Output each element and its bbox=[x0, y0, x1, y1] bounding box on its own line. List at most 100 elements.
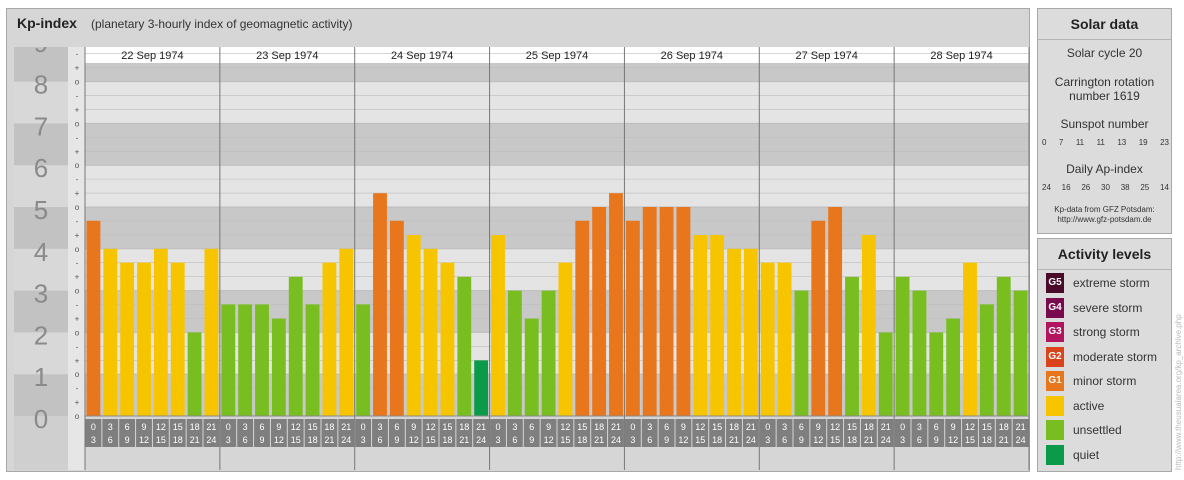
hour-start-label: 18 bbox=[459, 422, 469, 432]
y-tick-3: 3 bbox=[34, 279, 48, 309]
hour-box bbox=[995, 419, 1012, 447]
hour-end-label: 21 bbox=[729, 435, 739, 445]
kp-bar bbox=[929, 332, 944, 416]
hour-start-label: 12 bbox=[830, 422, 840, 432]
hour-box bbox=[759, 419, 776, 447]
hour-start-label: 18 bbox=[190, 422, 200, 432]
sub-tick: + bbox=[75, 273, 80, 282]
hour-box bbox=[490, 419, 506, 447]
sunspot-value-3: 11 bbox=[1096, 138, 1105, 147]
kp-bar bbox=[339, 248, 354, 416]
activity-levels-title: Activity levels bbox=[1038, 239, 1171, 270]
kp-bar bbox=[878, 332, 893, 416]
hour-box bbox=[793, 419, 810, 447]
hour-box bbox=[439, 419, 456, 447]
hour-box bbox=[405, 419, 422, 447]
chart-subtitle: (planetary 3-hourly index of geomagnetic… bbox=[91, 17, 353, 31]
sub-tick: o bbox=[75, 328, 80, 337]
kp-chart-panel: Kp-index (planetary 3-hourly index of ge… bbox=[6, 8, 1030, 472]
solar-data-panel: Solar data Solar cycle 20 Carrington rot… bbox=[1037, 8, 1172, 234]
hour-end-label: 3 bbox=[226, 435, 231, 445]
kp-band-4 bbox=[85, 207, 1029, 249]
hour-end-label: 18 bbox=[577, 435, 587, 445]
hour-start-label: 3 bbox=[108, 422, 113, 432]
hour-end-label: 9 bbox=[934, 435, 939, 445]
hour-start-label: 0 bbox=[361, 422, 366, 432]
hour-end-label: 18 bbox=[847, 435, 857, 445]
level-label: unsettled bbox=[1073, 423, 1122, 437]
credit-link[interactable]: http://www.gfz-potsdam.de bbox=[1057, 215, 1152, 224]
hour-end-label: 18 bbox=[982, 435, 992, 445]
hour-start-label: 3 bbox=[782, 422, 787, 432]
sub-tick: - bbox=[76, 342, 79, 351]
hour-end-label: 15 bbox=[830, 435, 840, 445]
hour-start-label: 15 bbox=[173, 422, 183, 432]
sub-tick: + bbox=[75, 105, 80, 114]
hour-end-label: 15 bbox=[560, 435, 570, 445]
hour-box bbox=[523, 419, 540, 447]
watermark-text: http://www.theusualarea.org/kp_archive.p… bbox=[1174, 314, 1183, 470]
hour-box bbox=[624, 419, 641, 447]
hour-start-label: 18 bbox=[324, 422, 334, 432]
hour-box bbox=[186, 419, 203, 447]
hour-start-label: 6 bbox=[664, 422, 669, 432]
sub-tick: + bbox=[75, 398, 80, 407]
hour-end-label: 12 bbox=[948, 435, 958, 445]
ap-values: 24 16 26 30 38 25 14 bbox=[1042, 183, 1169, 192]
sub-tick: - bbox=[76, 384, 79, 393]
hour-start-label: 9 bbox=[951, 422, 956, 432]
hour-end-label: 18 bbox=[442, 435, 452, 445]
hour-end-label: 18 bbox=[308, 435, 318, 445]
hour-box bbox=[591, 419, 608, 447]
hour-end-label: 3 bbox=[495, 435, 500, 445]
hour-start-label: 0 bbox=[630, 422, 635, 432]
hour-box bbox=[742, 419, 759, 447]
activity-level-severe-storm: G4 severe storm bbox=[1046, 297, 1171, 318]
level-label: extreme storm bbox=[1073, 276, 1150, 290]
kp-bar bbox=[575, 220, 590, 416]
sub-tick: - bbox=[76, 217, 79, 226]
hour-start-label: 15 bbox=[712, 422, 722, 432]
kp-bar bbox=[727, 248, 741, 416]
hour-start-label: 21 bbox=[476, 422, 486, 432]
kp-bar bbox=[895, 276, 910, 416]
kp-band-6 bbox=[85, 123, 1029, 166]
kp-band-3 bbox=[85, 248, 1029, 291]
hour-start-label: 6 bbox=[934, 422, 939, 432]
hour-start-label: 9 bbox=[276, 422, 281, 432]
kp-bar bbox=[760, 262, 775, 416]
kp-bar bbox=[389, 220, 404, 416]
hour-end-label: 24 bbox=[881, 435, 891, 445]
level-swatch: G2 bbox=[1046, 346, 1064, 367]
kp-bar bbox=[659, 207, 674, 416]
activity-levels-panel: Activity levels G5 extreme storm G4 severe … bbox=[1037, 238, 1172, 472]
hour-start-label: 18 bbox=[594, 422, 604, 432]
axis-band-2 bbox=[14, 290, 68, 333]
kp-bar bbox=[592, 207, 607, 416]
hour-box bbox=[119, 419, 136, 447]
hour-start-label: 21 bbox=[206, 422, 216, 432]
hour-start-label: 6 bbox=[394, 422, 399, 432]
kp-bar bbox=[693, 235, 708, 416]
hour-box bbox=[810, 419, 827, 447]
day-label-1: 23 Sep 1974 bbox=[256, 50, 318, 62]
sub-tick: + bbox=[75, 356, 80, 365]
hour-end-label: 21 bbox=[324, 435, 334, 445]
sub-tick: - bbox=[76, 92, 79, 101]
hour-start-label: 9 bbox=[411, 422, 416, 432]
sunspot-value-1: 7 bbox=[1058, 138, 1064, 147]
sunspot-value-2: 11 bbox=[1075, 138, 1085, 147]
activity-level-minor-storm: G1 minor storm bbox=[1046, 371, 1171, 391]
kp-bar bbox=[794, 290, 809, 416]
hour-box bbox=[911, 419, 928, 447]
hour-box bbox=[827, 419, 844, 447]
sunspot-values: 0 7 11 11 13 19 23 bbox=[1042, 138, 1169, 147]
hour-start-label: 6 bbox=[259, 422, 264, 432]
hour-box bbox=[877, 419, 894, 447]
kp-bar bbox=[861, 235, 876, 416]
hour-box bbox=[388, 419, 405, 447]
ap-value-5: 25 bbox=[1140, 183, 1150, 192]
hour-end-label: 3 bbox=[361, 435, 366, 445]
kp-bar bbox=[305, 304, 320, 416]
hour-start-label: 3 bbox=[917, 422, 922, 432]
